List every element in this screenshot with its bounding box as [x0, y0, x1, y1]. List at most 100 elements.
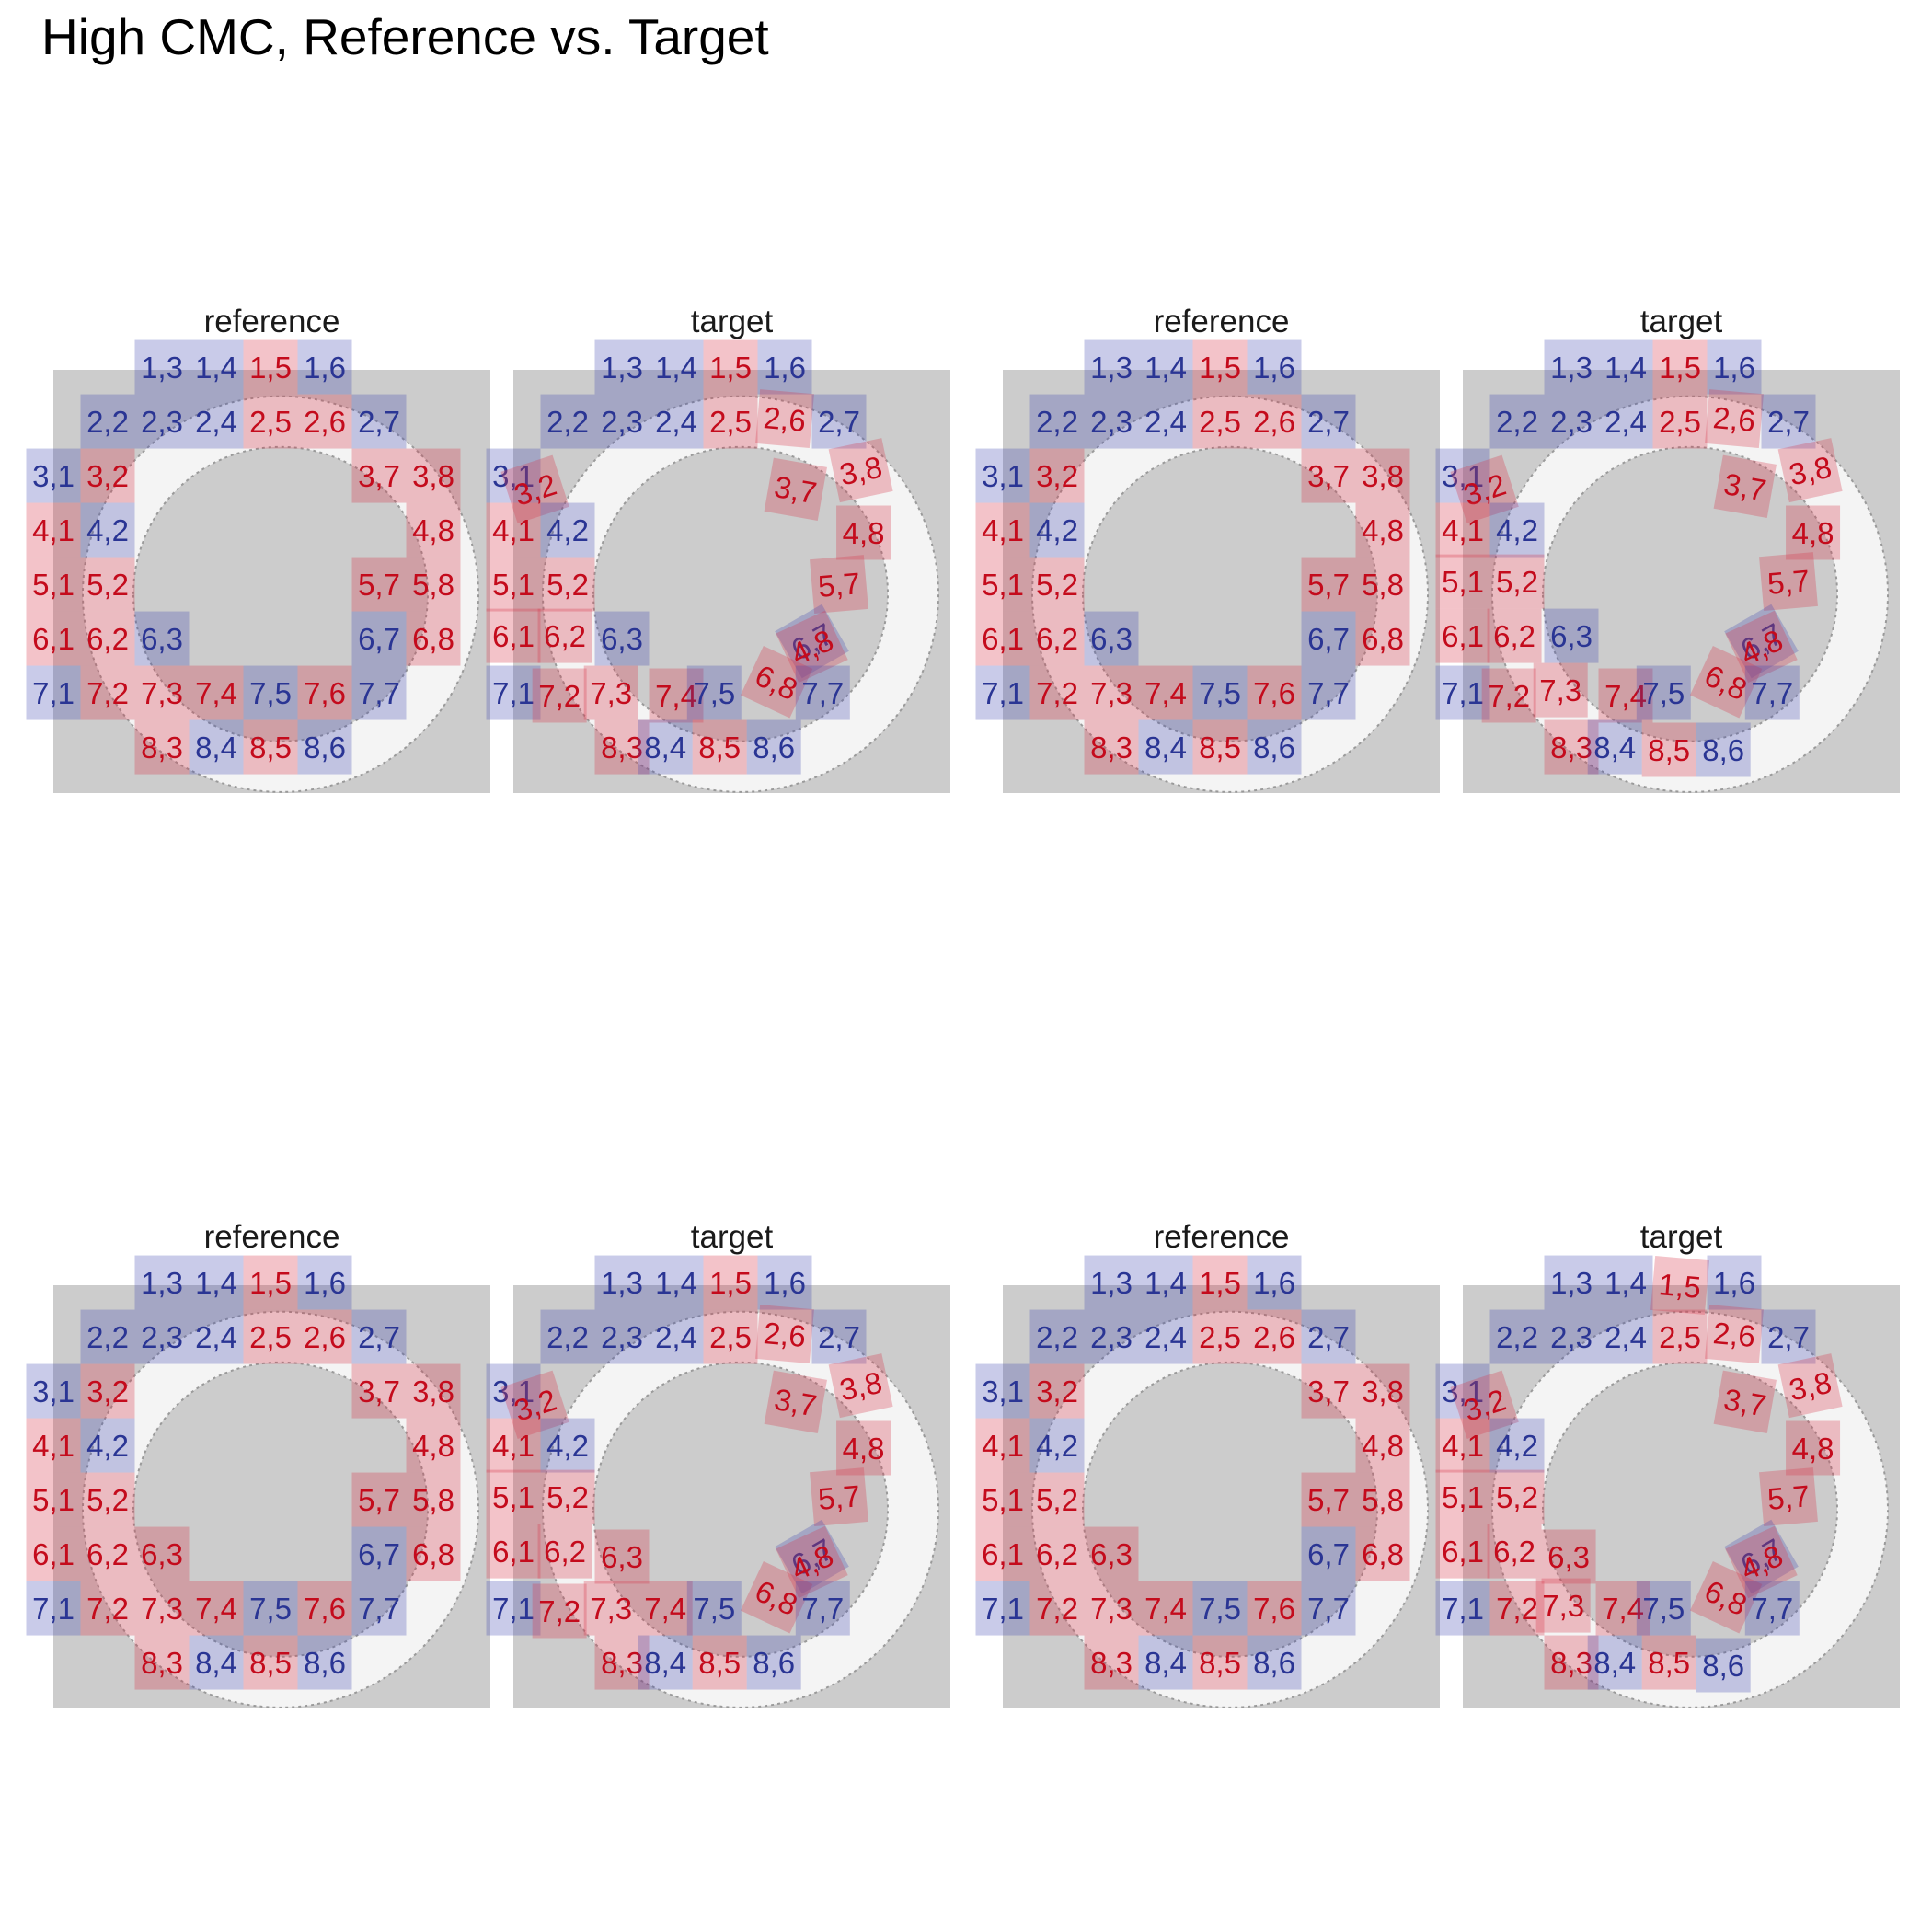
target-cell: 7,7: [1744, 1581, 1800, 1636]
cell-label: 2,2: [546, 405, 589, 439]
target-cell: 4,2: [1489, 1418, 1545, 1473]
reference-cell: 1,4: [189, 339, 244, 395]
cell-box: [1713, 1370, 1777, 1434]
reference-cell: 5,7: [1301, 1472, 1356, 1527]
reference-cell: 2,2: [80, 1309, 135, 1364]
cell-label: 7,2: [538, 1594, 581, 1628]
cell-box: [594, 1255, 650, 1310]
cell-label: 2,2: [86, 1320, 129, 1354]
reference-cell: 1,3: [1084, 1255, 1139, 1310]
cell-box: [649, 339, 704, 395]
cell-box: [1192, 719, 1248, 775]
cell-box: [540, 1418, 595, 1473]
cell-label: 7,4: [1604, 679, 1647, 713]
target-cell: 5,2: [1489, 1469, 1545, 1524]
reference-cell: 7,7: [1301, 665, 1356, 720]
cell-label: 4,1: [32, 1429, 75, 1463]
cell-box: [297, 1255, 352, 1310]
cell-box: [1489, 1309, 1545, 1364]
cell-box: [1636, 665, 1691, 720]
cell-box: [1487, 608, 1542, 663]
reference-cell: 3,1: [26, 1363, 81, 1419]
cell-label: 7,6: [304, 1592, 346, 1626]
reference-cell: 8,6: [1247, 719, 1302, 775]
target-cell: 7,3: [1533, 662, 1588, 718]
reference-cell: 3,7: [351, 448, 407, 503]
target-cell: 2,7: [811, 1309, 867, 1364]
cell-box: [351, 557, 407, 612]
cell-label: 4,1: [982, 1429, 1024, 1463]
cell-box: [1544, 394, 1599, 449]
cell-label: 5,7: [358, 568, 400, 602]
cell-box: [1435, 502, 1490, 558]
cell-label: 7,1: [1442, 676, 1484, 710]
reference-cell: 6,8: [406, 1526, 461, 1581]
reference-cell: 6,1: [26, 1526, 81, 1581]
reference-cell: 6,2: [1029, 1526, 1085, 1581]
cell-box: [1247, 719, 1302, 775]
cell-box: [80, 448, 135, 503]
cell-box: [486, 502, 541, 558]
cell-box: [810, 1467, 868, 1527]
cell-label: 6,1: [32, 1537, 75, 1571]
cell-label: 5,2: [1036, 1483, 1078, 1517]
cell-label: 1,5: [1657, 1267, 1702, 1305]
reference-panel-svg: 1,3 1,4 1,5 1,6 2,2 2,3 2,4 2,5 2,6 2,7 3,1 3,2 3,7 3…: [26, 1255, 490, 1708]
cell-label: 7,3: [1542, 1589, 1584, 1623]
cell-label: 2,7: [358, 405, 400, 439]
cell-box: [1696, 1638, 1751, 1693]
cell-label: 8,3: [1550, 730, 1593, 765]
cell-label: 7,7: [1307, 676, 1350, 710]
reference-cell: 2,6: [297, 394, 352, 449]
cell-box: [500, 1370, 569, 1439]
target-cell: 6,8: [740, 1561, 813, 1634]
cell-box: [1084, 611, 1139, 666]
reference-cell: 2,4: [189, 1309, 244, 1364]
cell-box: [1450, 1370, 1519, 1439]
reference-cell: 7,5: [243, 665, 298, 720]
cell-box: [1759, 1467, 1818, 1527]
cell-label: 2,7: [818, 1320, 860, 1354]
cell-box: [351, 1526, 407, 1581]
cell-label: 1,3: [601, 351, 643, 385]
target-cell: 8,5: [692, 719, 747, 775]
cell-label: 1,4: [655, 1266, 697, 1300]
reference-cell: 3,7: [351, 1363, 407, 1419]
cell-label: 7,1: [32, 1592, 75, 1626]
cell-label: 4,2: [1496, 1429, 1538, 1463]
target-cell: 8,6: [1696, 722, 1751, 777]
reference-cell: 2,5: [1192, 1309, 1248, 1364]
cell-label: 3,7: [358, 1374, 400, 1409]
cell-box: [776, 1525, 848, 1599]
cell-label: 2,7: [1307, 1320, 1350, 1354]
cell-label: 7,4: [655, 679, 697, 713]
target-cell: 1,5: [703, 339, 758, 395]
cell-label: 4,8: [843, 516, 885, 550]
reference-cell: 6,1: [975, 611, 1030, 666]
cell-box: [134, 339, 190, 395]
cell-box: [1192, 339, 1248, 395]
cell-box: [189, 1255, 244, 1310]
cell-label: 2,3: [1090, 405, 1133, 439]
cell-label: 4,1: [982, 513, 1024, 547]
cell-box: [1084, 1635, 1139, 1690]
cell-label: 8,6: [304, 1646, 346, 1680]
target-cell: 7,3: [1535, 1578, 1591, 1633]
reference-cell: 8,4: [1138, 719, 1193, 775]
cell-box: [1138, 1255, 1193, 1310]
reference-cell: 4,8: [406, 1418, 461, 1473]
cell-box: [486, 1581, 541, 1636]
target-cell: 3,7: [764, 457, 827, 521]
reference-cell: 1,6: [1247, 1255, 1302, 1310]
cell-label: 2,7: [1307, 405, 1350, 439]
target-cell: 8,6: [746, 1635, 801, 1690]
reference-panel-label: reference: [1153, 1219, 1290, 1255]
cell-label: 1,4: [655, 351, 697, 385]
cell-box: [243, 665, 298, 720]
target-cell: 6,2: [537, 608, 592, 663]
cell-box: [297, 394, 352, 449]
reference-cell: 5,8: [1355, 557, 1410, 612]
cell-box: [351, 665, 407, 720]
reference-cell: 4,1: [975, 502, 1030, 558]
cell-box: [406, 611, 461, 666]
